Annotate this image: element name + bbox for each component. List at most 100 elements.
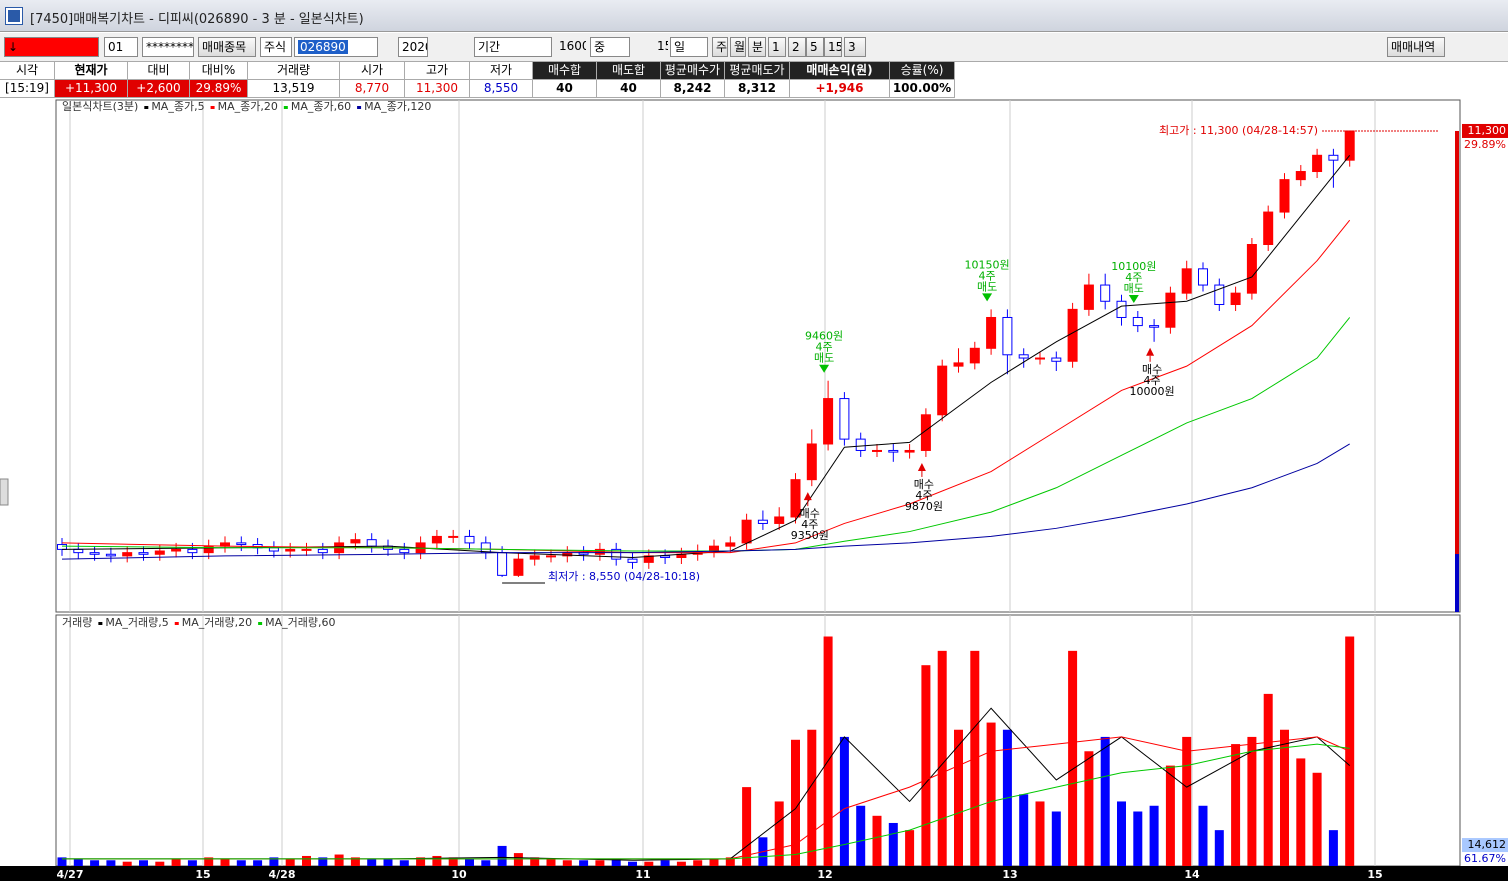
toolbar-item: 01 xyxy=(104,37,138,57)
volume-bar xyxy=(1165,765,1175,866)
toolbar-item: 기간 xyxy=(474,37,552,57)
candle-body xyxy=(1263,211,1274,246)
low-note: 최저가 : 8,550 (04/28-10:18) xyxy=(548,570,700,583)
candle-body xyxy=(187,548,198,554)
candle-body xyxy=(823,398,834,445)
volume-bar xyxy=(986,722,996,866)
candle-body xyxy=(301,548,312,551)
trade-label: 매도 xyxy=(814,352,834,365)
x-tick-label: 4/27 xyxy=(57,868,84,881)
legend-entry: MA_종가,60 xyxy=(291,100,351,113)
trade-label: 4주 xyxy=(915,489,932,502)
legend-swatch xyxy=(258,622,263,625)
legend-swatch xyxy=(210,106,215,109)
volume-bar xyxy=(709,858,719,866)
code-input[interactable]: 026890 xyxy=(298,40,348,54)
info-header: 거래량 xyxy=(248,62,340,80)
chart: 4/27 15 4/28 10 11 12 13 14 15 일본식차트(3분) MA_종가,5 MA… xyxy=(0,99,1508,881)
volume-bar xyxy=(791,739,800,866)
toolbar-item: ******** xyxy=(142,37,194,57)
candle-body xyxy=(1312,154,1323,173)
volume-bar xyxy=(595,860,605,866)
candle-body xyxy=(806,443,817,481)
info-header: 승률(%) xyxy=(890,62,955,80)
info-value: 11,300 xyxy=(405,80,470,98)
volume-bar xyxy=(1182,736,1192,866)
buy-arrow xyxy=(803,492,812,501)
volume-bar xyxy=(937,650,947,866)
info-header: 고가 xyxy=(405,62,470,80)
toolbar-item[interactable]: 분 xyxy=(748,37,766,57)
volume-bar xyxy=(628,861,637,866)
volume-bar xyxy=(774,801,784,866)
info-header: 매도합 xyxy=(597,62,661,80)
toolbar-item[interactable]: 1 xyxy=(768,37,786,57)
candle-body xyxy=(171,548,182,552)
volume-bar xyxy=(57,857,67,866)
x-tick-label: 12 xyxy=(817,868,832,881)
x-tick-label: 4/28 xyxy=(269,868,296,881)
toolbar-item: 026890 xyxy=(294,37,378,57)
volume-bar xyxy=(481,860,491,866)
info-value: 29.89% xyxy=(190,80,248,98)
toolbar-item[interactable]: 월 xyxy=(730,37,746,57)
toolbar-item[interactable]: 3 xyxy=(844,37,866,57)
volume-bar xyxy=(742,787,752,866)
legend-entry: MA_종가,20 xyxy=(218,100,278,113)
x-tick-label: 14 xyxy=(1184,868,1200,881)
trade-label: 매도 xyxy=(977,280,997,293)
volume-bar xyxy=(807,729,817,866)
info-value: 8,770 xyxy=(340,80,405,98)
volume-ma-line xyxy=(62,743,1350,860)
volume-bar xyxy=(139,860,148,866)
toolbar-item[interactable]: 매매종목 xyxy=(198,37,256,57)
legend-swatch xyxy=(174,622,179,625)
toolbar-item[interactable]: 5 xyxy=(806,37,824,57)
trade-list-button[interactable]: 매매내역 xyxy=(1387,37,1445,57)
toolbar-item[interactable]: 주 xyxy=(712,37,728,57)
candle-body xyxy=(236,542,247,546)
trade-label: 10000원 xyxy=(1130,385,1175,398)
info-header: 시가 xyxy=(340,62,405,80)
toolbar-item[interactable]: 2 xyxy=(788,37,806,57)
toolbar-item: 일 xyxy=(670,37,708,57)
volume-bar xyxy=(693,860,703,866)
volume-bar xyxy=(106,860,116,866)
info-value: [15:19] xyxy=(0,80,55,98)
candle-body xyxy=(1116,300,1127,318)
volume-bar xyxy=(676,861,686,866)
volume-bar xyxy=(1035,801,1045,866)
volume-bar xyxy=(1280,729,1289,866)
price-indicator-low xyxy=(1455,554,1459,612)
toolbar-item[interactable]: 15 xyxy=(824,37,842,57)
trade-label: 10150원 xyxy=(965,258,1010,271)
info-value: 13,519 xyxy=(248,80,340,98)
info-value: +11,300 xyxy=(55,80,128,98)
candle-body xyxy=(1230,292,1241,306)
candle-body xyxy=(969,347,980,364)
buy-arrow xyxy=(917,462,926,471)
volume-bar xyxy=(823,636,833,866)
legend-entry: MA_거래량,5 xyxy=(105,616,168,629)
legend-entry: MA_종가,5 xyxy=(151,100,204,113)
volume-bar xyxy=(1149,805,1159,866)
candle-body xyxy=(1295,171,1306,181)
candle-body xyxy=(399,548,410,554)
volume-ma-line xyxy=(62,707,1351,861)
legend-title: 일본식차트(3분) xyxy=(62,99,138,113)
candle-body xyxy=(660,555,671,559)
high-note: 최고가 : 11,300 (04/28-14:57) xyxy=(1159,124,1318,137)
volume-bar xyxy=(1019,794,1029,866)
legend-swatch xyxy=(357,106,362,109)
candle-body xyxy=(154,550,165,555)
volume-bar xyxy=(155,861,165,866)
candle-body xyxy=(611,548,622,560)
candle-body xyxy=(953,362,964,367)
volume-bar xyxy=(90,860,100,866)
title-bar: [7450]매매복기차트 - 디피씨(026890 - 3 분 - 일본식차트) xyxy=(0,0,1508,32)
trade-label: 9460원 xyxy=(805,330,843,343)
info-header: 시각 xyxy=(0,62,55,80)
volume-bar xyxy=(562,860,572,866)
buy-arrow xyxy=(1146,347,1155,356)
candle-body xyxy=(513,558,524,576)
